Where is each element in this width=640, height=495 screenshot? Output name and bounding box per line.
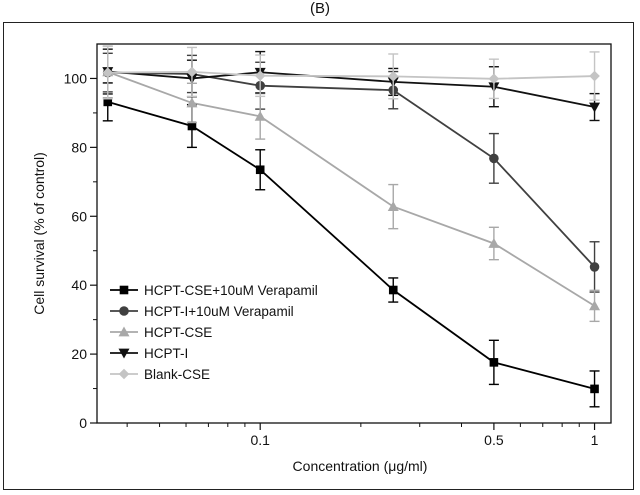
legend-marker (118, 348, 130, 359)
legend-marker (118, 326, 130, 337)
legend-item-hcpt-cse-10um-verapamil: HCPT-CSE+10uM Verapamil (110, 283, 318, 298)
series-line (107, 101, 595, 390)
data-point (489, 358, 499, 367)
panel-label: (B) (310, 0, 330, 17)
x-axis-title: Concentration (μg/ml) (293, 458, 428, 474)
series-hcpt-i (102, 48, 601, 122)
legend-marker (118, 368, 130, 380)
data-point (186, 97, 198, 108)
data-point (187, 121, 197, 131)
data-point (102, 67, 114, 78)
legend: HCPT-CSE+10uM Verapamil HCPT-I+10uM Verap… (110, 283, 318, 382)
data-point (488, 237, 500, 248)
legend-marker (119, 285, 129, 295)
data-point (589, 300, 601, 311)
y-tick-label: 80 (71, 139, 87, 155)
data-point (254, 110, 266, 121)
data-point (489, 153, 499, 164)
data-point (589, 262, 600, 272)
legend-item-hcpt-i: HCPT-I (110, 346, 188, 361)
series-hcpt-cse-10um-verapamil (102, 82, 600, 408)
legend-label: Blank-CSE (144, 367, 210, 382)
y-tick-label: 60 (71, 208, 87, 224)
series-hcpt-i-10um-verapamil (102, 52, 600, 293)
series-hcpt-cse (102, 45, 601, 323)
data-point (590, 384, 599, 394)
legend-label: HCPT-I (144, 346, 188, 361)
legend-item-hcpt-cse: HCPT-CSE (110, 325, 212, 340)
legend-marker (119, 306, 129, 316)
data-point (103, 97, 113, 107)
plot-area-frame (96, 43, 612, 424)
legend-label: HCPT-CSE+10uM Verapamil (144, 283, 318, 298)
series-line (107, 71, 596, 268)
y-tick-label: 0 (79, 415, 87, 431)
y-tick-label: 40 (71, 277, 87, 293)
series-line (107, 71, 596, 307)
x-axis: 0.1 0.5 1 (126, 423, 599, 448)
data-point (589, 102, 601, 113)
series-blank-cse (102, 45, 600, 101)
y-axis-title: Cell survival (% of control) (31, 152, 47, 315)
data-point (255, 165, 265, 175)
x-tick-label: 0.5 (484, 432, 504, 448)
legend-label: HCPT-I+10uM Verapamil (144, 304, 294, 319)
legend-item-blank-cse: Blank-CSE (110, 367, 210, 382)
series-layer (102, 45, 601, 408)
y-axis: 0 20 40 60 80 100 (64, 70, 97, 431)
data-point (589, 70, 600, 82)
y-tick-label: 100 (64, 70, 88, 86)
data-point (388, 285, 398, 295)
data-point (387, 201, 399, 212)
legend-item-hcpt-i-10um-verapamil: HCPT-I+10uM Verapamil (110, 304, 294, 319)
y-tick-label: 20 (71, 346, 87, 362)
x-tick-label: 1 (591, 432, 599, 448)
x-tick-label: 0.1 (250, 432, 270, 448)
series-line (107, 70, 595, 108)
series-line (107, 71, 595, 80)
data-point (488, 73, 500, 85)
data-point (254, 70, 266, 81)
data-point (186, 66, 198, 78)
data-point (387, 71, 399, 82)
legend-label: HCPT-CSE (144, 325, 212, 340)
figure-frame (3, 22, 634, 490)
